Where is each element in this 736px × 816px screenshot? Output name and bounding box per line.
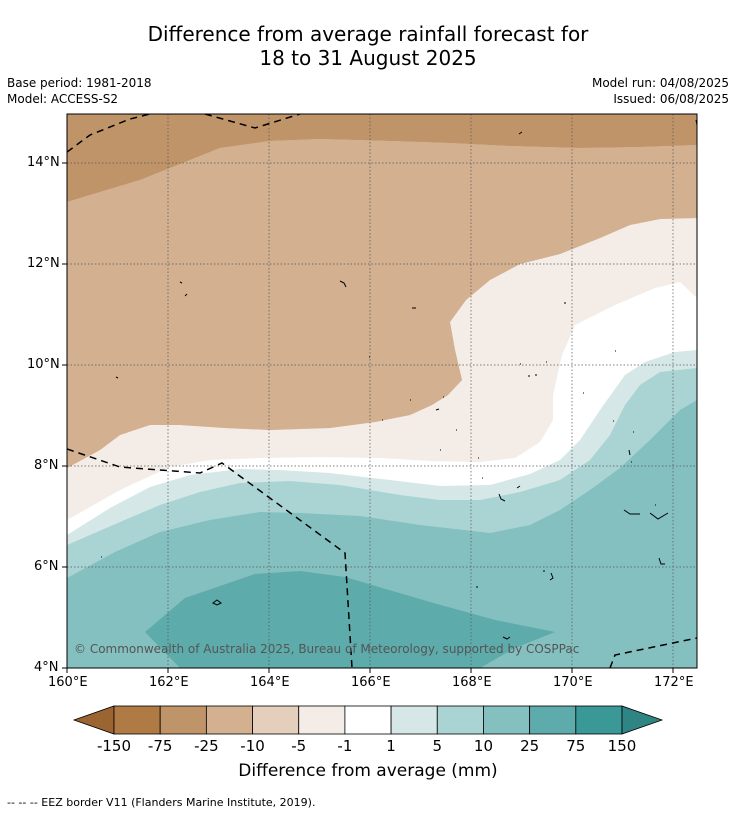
lat-label-10n: 10°N xyxy=(27,357,60,372)
colorbar-swatch xyxy=(205,705,253,735)
colorbar-swatch xyxy=(159,705,207,735)
axis-ticks xyxy=(62,162,674,673)
colorbar-tick-label: 10 xyxy=(473,737,493,755)
colorbar-tick-label: 150 xyxy=(607,737,637,755)
colorbar-extend-high xyxy=(621,705,664,735)
colorbar-swatch xyxy=(113,705,161,735)
copyright-text: © Commonwealth of Australia 2025, Bureau… xyxy=(74,642,579,656)
contour-minus25-minus10-inner xyxy=(67,139,697,468)
lat-label-4n: 4°N xyxy=(34,660,59,675)
lon-label-168e: 168°E xyxy=(452,675,492,690)
meta-right: Model run: 04/08/2025 Issued: 06/08/2025 xyxy=(592,75,729,107)
colorbar-tick-label: -10 xyxy=(240,737,265,755)
lon-label-162e: 162°E xyxy=(149,675,189,690)
colorbar-swatch xyxy=(344,705,392,735)
colorbar-tick-label: 25 xyxy=(520,737,540,755)
map-frame xyxy=(66,113,698,669)
lat-label-6n: 6°N xyxy=(34,559,59,574)
model-name: Model: ACCESS-S2 xyxy=(7,92,119,106)
issued-date: Issued: 06/08/2025 xyxy=(613,92,729,106)
contour-minus75-minus25 xyxy=(67,114,697,202)
colorbar-tick-label: -5 xyxy=(291,737,307,755)
footnote: -- -- -- EEZ border V11 (Flanders Marine… xyxy=(7,796,316,809)
lon-label-170e: 170°E xyxy=(553,675,593,690)
title-line-2: 18 to 31 August 2025 xyxy=(259,46,477,70)
lat-label-8n: 8°N xyxy=(34,458,59,473)
colorbar-tick-label: 75 xyxy=(566,737,586,755)
colorbar-swatch xyxy=(436,705,484,735)
lat-label-14n: 14°N xyxy=(27,155,60,170)
lat-label-12n: 12°N xyxy=(27,256,60,271)
islands xyxy=(101,119,697,640)
colorbar-tick-label: 1 xyxy=(386,737,396,755)
colorbar-tick-label: -25 xyxy=(194,737,219,755)
chart-title: Difference from average rainfall forecas… xyxy=(0,22,736,70)
base-period: Base period: 1981-2018 xyxy=(7,76,152,90)
colorbar-swatch xyxy=(390,705,438,735)
lon-label-164e: 164°E xyxy=(250,675,290,690)
colorbar-tick-label: -1 xyxy=(337,737,353,755)
contour-fill xyxy=(67,114,697,668)
colorbar-swatch xyxy=(298,705,346,735)
graticule xyxy=(67,114,697,668)
colorbar-swatch xyxy=(529,705,577,735)
eez-borders xyxy=(67,114,697,668)
meta-left: Base period: 1981-2018 Model: ACCESS-S2 xyxy=(7,75,152,107)
colorbar-swatch xyxy=(483,705,531,735)
lon-label-172e: 172°E xyxy=(654,675,694,690)
colorbar-label: Difference from average (mm) xyxy=(238,761,498,781)
colorbar-swatch xyxy=(575,705,623,735)
contour-25-75 xyxy=(145,571,555,668)
colorbar-swatch xyxy=(252,705,300,735)
colorbar-extend-low xyxy=(72,705,115,735)
colorbar-tick-label: 5 xyxy=(432,737,443,755)
colorbar-tick-label: -150 xyxy=(96,737,132,755)
title-line-1: Difference from average rainfall forecas… xyxy=(147,22,589,46)
colorbar xyxy=(72,705,664,735)
lon-label-166e: 166°E xyxy=(351,675,391,690)
lon-label-160e: 160°E xyxy=(48,675,88,690)
model-run: Model run: 04/08/2025 xyxy=(591,76,729,90)
colorbar-tick-label: -75 xyxy=(147,737,173,755)
